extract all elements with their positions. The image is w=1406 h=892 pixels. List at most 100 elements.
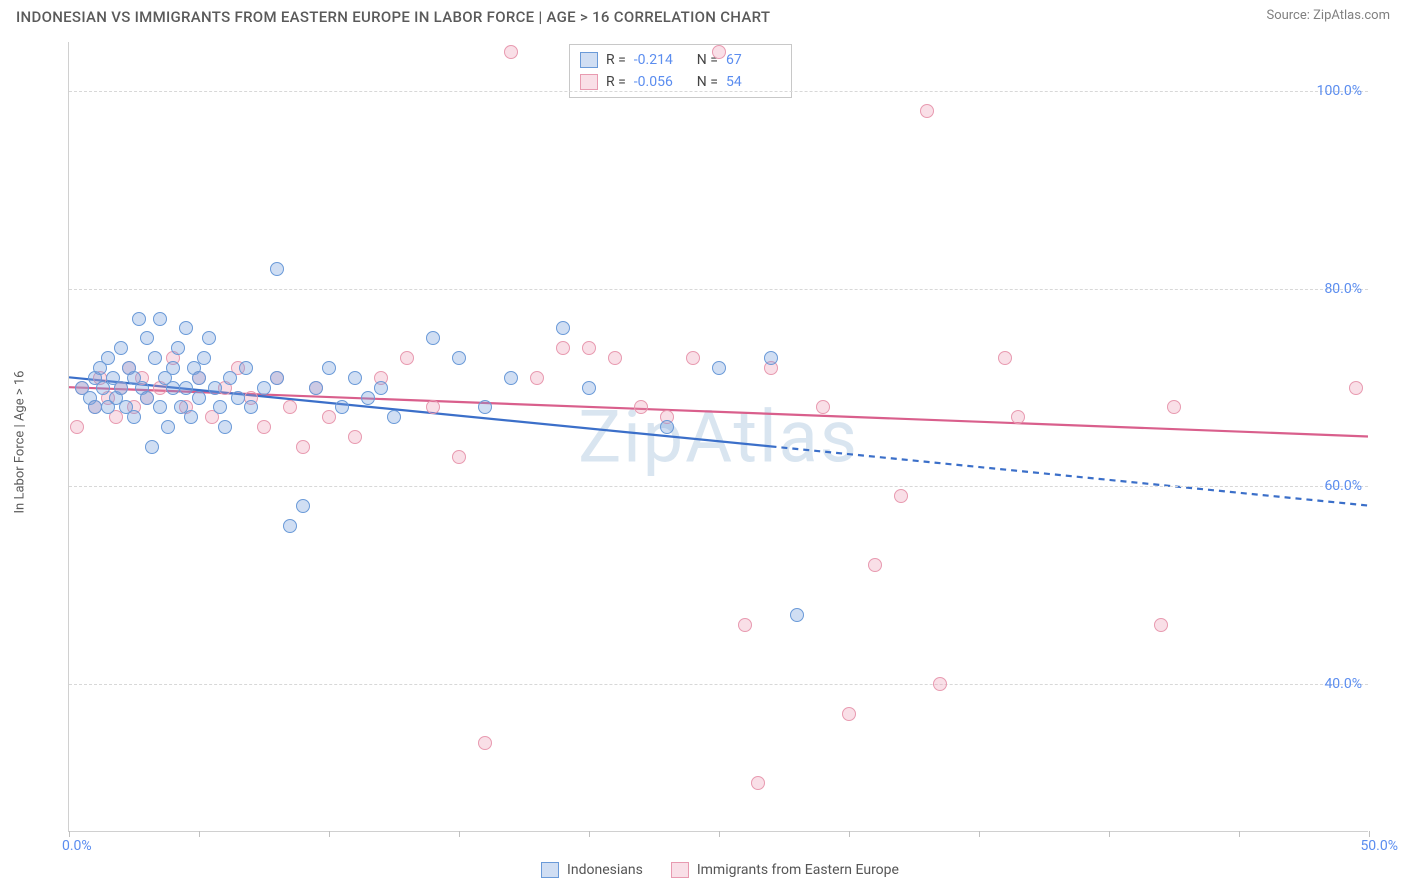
data-point [1349, 381, 1363, 395]
data-point [140, 391, 154, 405]
data-point [738, 618, 752, 632]
data-point [998, 351, 1012, 365]
correlation-legend: R =-0.214N =67R =-0.056N =54 [569, 44, 792, 98]
data-point [868, 558, 882, 572]
data-point [452, 351, 466, 365]
data-point [335, 400, 349, 414]
data-point [712, 45, 726, 59]
series-legend: IndonesiansImmigrants from Eastern Europ… [50, 862, 1390, 878]
x-tick [69, 831, 70, 837]
r-label: R = [606, 49, 626, 71]
n-value: 54 [726, 71, 781, 93]
chart-container: In Labor Force | Age > 16 ZipAtlas R =-0… [50, 42, 1390, 842]
data-point [218, 420, 232, 434]
data-point [140, 331, 154, 345]
data-point [283, 400, 297, 414]
data-point [608, 351, 622, 365]
data-point [686, 351, 700, 365]
r-label: R = [606, 71, 626, 93]
source-attribution: Source: ZipAtlas.com [1266, 8, 1390, 23]
data-point [634, 400, 648, 414]
x-tick [459, 831, 460, 837]
data-point [816, 400, 830, 414]
data-point [478, 736, 492, 750]
x-tick [979, 831, 980, 837]
r-value: -0.056 [634, 71, 689, 93]
data-point [660, 420, 674, 434]
data-point [582, 341, 596, 355]
chart-title: INDONESIAN VS IMMIGRANTS FROM EASTERN EU… [16, 8, 770, 26]
data-point [478, 400, 492, 414]
data-point [192, 371, 206, 385]
data-point [231, 391, 245, 405]
data-point [161, 420, 175, 434]
x-tick [199, 831, 200, 837]
data-point [132, 312, 146, 326]
y-tick-label: 80.0% [1324, 281, 1362, 297]
data-point [712, 361, 726, 375]
data-point [88, 400, 102, 414]
legend-swatch [580, 52, 598, 68]
x-tick [719, 831, 720, 837]
data-point [171, 341, 185, 355]
plot-area: ZipAtlas R =-0.214N =67R =-0.056N =54 40… [68, 42, 1368, 832]
x-tick [849, 831, 850, 837]
data-point [556, 341, 570, 355]
data-point [179, 321, 193, 335]
data-point [1011, 410, 1025, 424]
data-point [223, 371, 237, 385]
x-tick [1369, 831, 1370, 837]
data-point [582, 381, 596, 395]
data-point [504, 371, 518, 385]
data-point [179, 381, 193, 395]
data-point [426, 331, 440, 345]
data-point [764, 351, 778, 365]
data-point [148, 351, 162, 365]
data-point [296, 499, 310, 513]
data-point [202, 331, 216, 345]
data-point [426, 400, 440, 414]
data-point [790, 608, 804, 622]
r-value: -0.214 [634, 49, 689, 71]
data-point [70, 420, 84, 434]
data-point [270, 371, 284, 385]
data-point [1167, 400, 1181, 414]
data-point [166, 381, 180, 395]
data-point [192, 391, 206, 405]
legend-label: Indonesians [567, 862, 643, 878]
x-tick [1239, 831, 1240, 837]
data-point [283, 519, 297, 533]
legend-swatch [580, 74, 598, 90]
data-point [842, 707, 856, 721]
data-point [153, 312, 167, 326]
legend-swatch [541, 862, 559, 878]
x-axis-min-label: 0.0% [62, 838, 92, 854]
data-point [296, 440, 310, 454]
data-point [387, 410, 401, 424]
data-point [270, 262, 284, 276]
legend-swatch [671, 862, 689, 878]
data-point [894, 489, 908, 503]
data-point [452, 450, 466, 464]
data-point [114, 341, 128, 355]
x-tick [329, 831, 330, 837]
gridline [69, 486, 1368, 487]
legend-item: Indonesians [541, 862, 643, 878]
data-point [309, 381, 323, 395]
data-point [322, 410, 336, 424]
data-point [166, 361, 180, 375]
data-point [101, 351, 115, 365]
data-point [504, 45, 518, 59]
data-point [239, 361, 253, 375]
x-axis-max-label: 50.0% [1360, 838, 1398, 854]
y-axis-label: In Labor Force | Age > 16 [13, 371, 28, 514]
y-tick-label: 40.0% [1324, 676, 1362, 692]
data-point [361, 391, 375, 405]
data-point [153, 400, 167, 414]
data-point [322, 361, 336, 375]
x-tick [589, 831, 590, 837]
data-point [400, 351, 414, 365]
gridline [69, 289, 1368, 290]
trend-lines [69, 42, 1368, 831]
y-tick-label: 60.0% [1324, 478, 1362, 494]
